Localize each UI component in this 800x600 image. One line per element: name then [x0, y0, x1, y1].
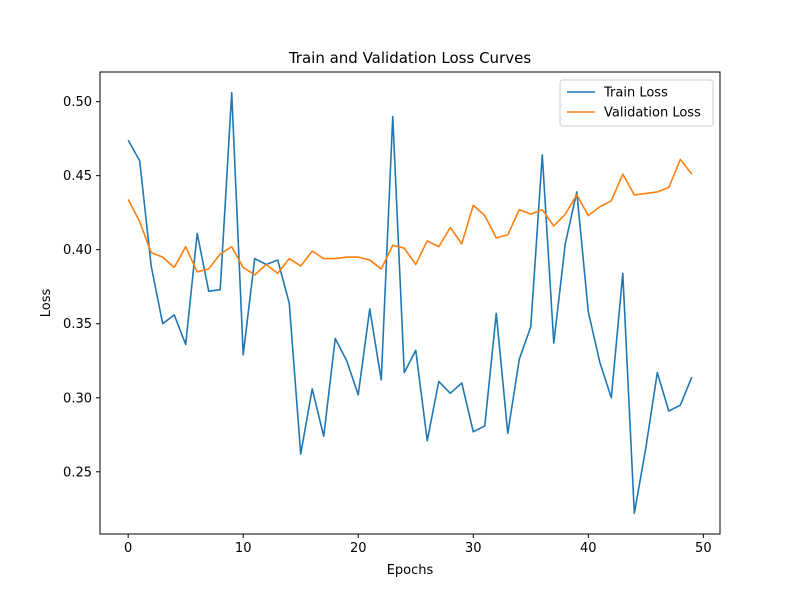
x-tick-label: 10	[235, 541, 252, 556]
y-tick-label: 0.45	[63, 169, 92, 184]
legend: Train Loss Validation Loss	[559, 79, 714, 127]
x-tick-label: 30	[465, 541, 482, 556]
chart-title: Train and Validation Loss Curves	[288, 49, 532, 67]
y-axis-label: Loss	[39, 289, 54, 318]
plot-frame	[99, 71, 721, 535]
y-tick-label: 0.30	[63, 391, 92, 406]
y-axis: 0.25 0.30 0.35 0.40 0.45 0.50	[63, 95, 100, 480]
x-axis-label: Epochs	[387, 563, 434, 578]
legend-label: Validation Loss	[604, 106, 701, 121]
x-tick-label: 50	[695, 541, 712, 556]
x-tick-label: 40	[580, 541, 597, 556]
x-tick-label: 0	[124, 541, 132, 556]
series-line-train-loss	[127, 91, 693, 515]
legend-box	[559, 79, 714, 127]
y-tick-label: 0.40	[63, 243, 92, 258]
x-tick-label: 20	[350, 541, 367, 556]
x-axis: 0 10 20 30 40 50	[124, 534, 712, 556]
series-layer	[127, 91, 693, 515]
y-tick-label: 0.35	[63, 317, 92, 332]
y-tick-label: 0.50	[63, 95, 92, 110]
legend-label: Train Loss	[603, 86, 668, 101]
series-line-validation-loss	[127, 158, 693, 276]
y-tick-label: 0.25	[63, 465, 92, 480]
